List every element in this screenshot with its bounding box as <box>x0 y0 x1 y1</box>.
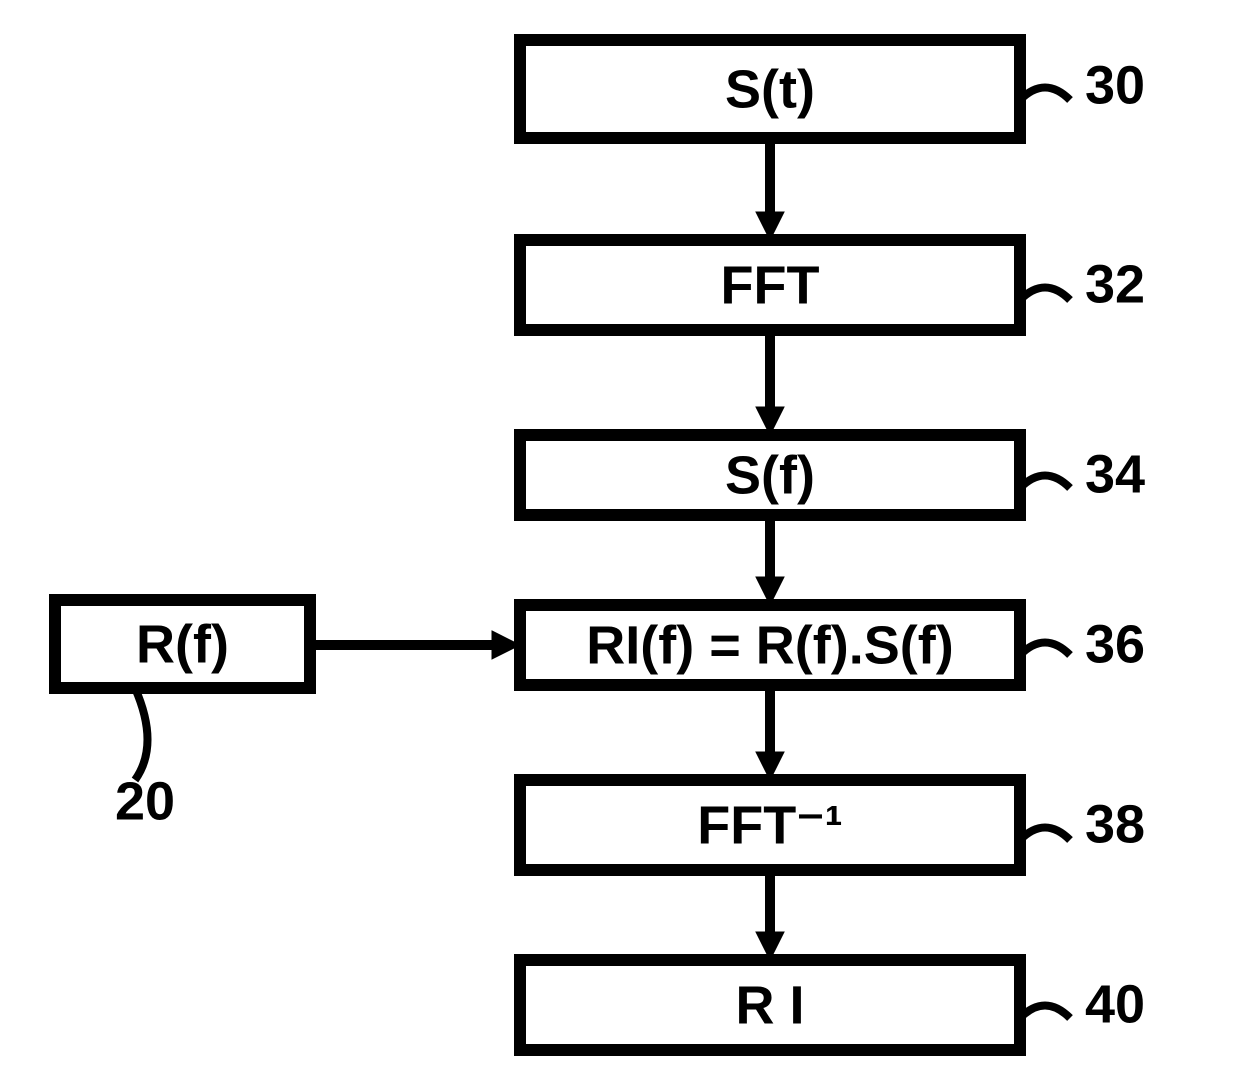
node-label: S(f) <box>725 445 815 505</box>
ref-connector <box>1020 828 1070 841</box>
node-label: S(t) <box>725 59 815 119</box>
ref-number: 36 <box>1085 614 1145 674</box>
ref-number: 32 <box>1085 254 1145 314</box>
ref-connector <box>1020 88 1070 101</box>
ref-number: 20 <box>115 771 175 831</box>
edge-e32_34 <box>756 330 784 435</box>
ref-connector <box>1020 476 1070 489</box>
ref-number: 38 <box>1085 794 1145 854</box>
ref-connector <box>1020 288 1070 301</box>
node-label: R(f) <box>136 614 229 674</box>
ref-number: 40 <box>1085 974 1145 1034</box>
node-n40: R I 40 <box>520 960 1145 1050</box>
node-n20: R(f) 20 <box>55 600 310 831</box>
ref-connector <box>135 688 148 780</box>
node-n34: S(f) 34 <box>520 435 1145 515</box>
ref-number: 30 <box>1085 55 1145 115</box>
edge-e36_38 <box>756 685 784 780</box>
ref-connector <box>1020 1006 1070 1019</box>
flowchart-canvas: S(t) 30 FFT 32 S(f) 34 RI(f) = R(f).S(f) 36 FFT⁻… <box>0 0 1240 1067</box>
edge-e34_36 <box>756 515 784 605</box>
edge-e38_40 <box>756 870 784 960</box>
node-n36: RI(f) = R(f).S(f) 36 <box>520 605 1145 685</box>
node-label: FFT⁻¹ <box>697 795 842 855</box>
node-n38: FFT⁻¹ 38 <box>520 780 1145 870</box>
ref-connector <box>1020 643 1070 656</box>
node-n32: FFT 32 <box>520 240 1145 330</box>
ref-number: 34 <box>1085 444 1145 504</box>
node-n30: S(t) 30 <box>520 40 1145 138</box>
edge-e20_36 <box>310 631 520 659</box>
edge-e30_32 <box>756 138 784 240</box>
node-label: RI(f) = R(f).S(f) <box>586 615 953 675</box>
node-label: R I <box>735 975 804 1035</box>
node-label: FFT <box>721 255 820 315</box>
